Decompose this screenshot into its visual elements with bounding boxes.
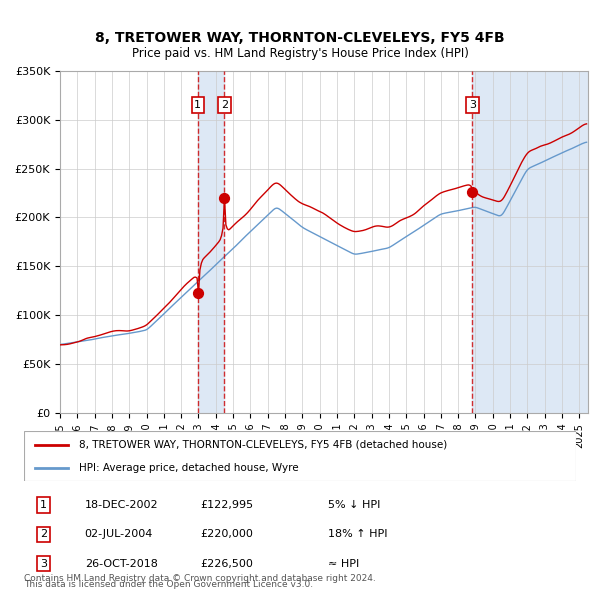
Text: ≈ HPI: ≈ HPI: [328, 559, 359, 569]
Point: [467, 187, 477, 196]
Bar: [198, 71, 224, 413]
Text: 2: 2: [40, 529, 47, 539]
Text: 1: 1: [194, 100, 201, 110]
Text: 3: 3: [40, 559, 47, 569]
Text: 3: 3: [469, 100, 476, 110]
Text: £122,995: £122,995: [200, 500, 254, 510]
Text: Contains HM Land Registry data © Crown copyright and database right 2024.: Contains HM Land Registry data © Crown c…: [24, 574, 376, 583]
Text: HPI: Average price, detached house, Wyre: HPI: Average price, detached house, Wyre: [79, 463, 299, 473]
Text: 26-OCT-2018: 26-OCT-2018: [85, 559, 158, 569]
Text: £226,500: £226,500: [200, 559, 254, 569]
Text: 8, TRETOWER WAY, THORNTON-CLEVELEYS, FY5 4FB (detached house): 8, TRETOWER WAY, THORNTON-CLEVELEYS, FY5…: [79, 440, 448, 450]
Text: This data is licensed under the Open Government Licence v3.0.: This data is licensed under the Open Gov…: [24, 581, 313, 589]
Bar: [472, 71, 588, 413]
Point: [220, 193, 229, 202]
Text: 5% ↓ HPI: 5% ↓ HPI: [328, 500, 380, 510]
Text: 18% ↑ HPI: 18% ↑ HPI: [328, 529, 387, 539]
Text: 18-DEC-2002: 18-DEC-2002: [85, 500, 158, 510]
Text: Price paid vs. HM Land Registry's House Price Index (HPI): Price paid vs. HM Land Registry's House …: [131, 47, 469, 60]
Text: 02-JUL-2004: 02-JUL-2004: [85, 529, 153, 539]
Point: [193, 288, 203, 297]
FancyBboxPatch shape: [24, 431, 576, 481]
Text: 2: 2: [221, 100, 228, 110]
Text: 8, TRETOWER WAY, THORNTON-CLEVELEYS, FY5 4FB: 8, TRETOWER WAY, THORNTON-CLEVELEYS, FY5…: [95, 31, 505, 45]
Text: 1: 1: [40, 500, 47, 510]
Text: £220,000: £220,000: [200, 529, 254, 539]
